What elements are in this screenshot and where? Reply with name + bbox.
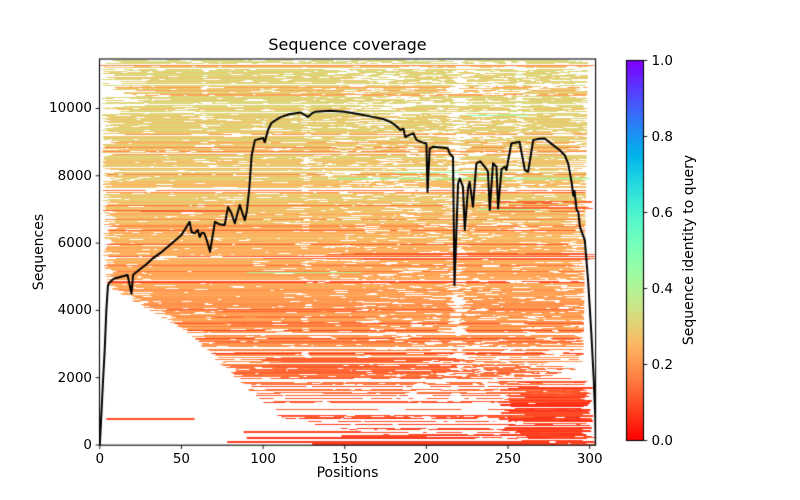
- chart-title: Sequence coverage: [268, 35, 427, 54]
- x-tick-label: 200: [413, 451, 440, 467]
- x-tick-label: 0: [95, 451, 105, 467]
- y-tick-label: 2000: [57, 369, 92, 386]
- colorbar-tick-label: 1.0: [651, 52, 673, 69]
- x-tick-label: 100: [250, 451, 276, 467]
- y-tick-label: 6000: [57, 235, 92, 252]
- x-tick-label: 300: [576, 451, 603, 467]
- x-axis-label: Positions: [316, 465, 379, 481]
- colorbar-tick-label: 0.4: [651, 280, 673, 297]
- y-tick-label: 8000: [57, 167, 92, 184]
- x-tick-label: 150: [331, 451, 358, 467]
- y-tick-label: 0: [83, 437, 92, 453]
- colorbar-tick-label: 0.8: [651, 128, 673, 145]
- colorbar-tick-label: 0.6: [651, 204, 673, 221]
- y-tick-label: 10000: [49, 100, 92, 117]
- colorbar-tick-label: 0.2: [651, 356, 673, 373]
- colorbar-tick-label: 0.0: [651, 432, 673, 449]
- y-tick-label: 4000: [57, 302, 92, 319]
- colorbar-label: Sequence identity to query: [681, 154, 697, 346]
- x-tick-label: 250: [495, 451, 521, 467]
- x-tick-label: 50: [172, 451, 191, 467]
